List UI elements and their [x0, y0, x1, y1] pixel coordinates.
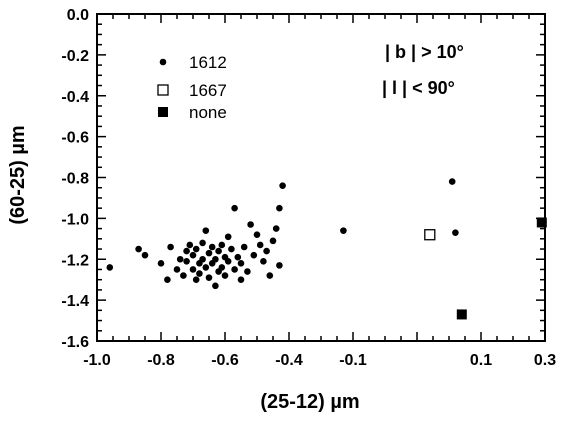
x-axis-label: (25-12) µm: [260, 391, 359, 413]
x-tick-label: -0.8: [147, 352, 175, 369]
x-tick-label: -0.4: [275, 352, 303, 369]
point-1612: [269, 237, 277, 245]
legend-marker-1612: [159, 58, 167, 66]
point-1612: [256, 241, 264, 249]
legend-marker-none: [158, 107, 168, 117]
y-axis-label: (60-25) µm: [7, 125, 29, 224]
point-1612: [276, 204, 283, 212]
y-tick-label: -0.4: [61, 89, 89, 106]
y-tick-label: -1.6: [61, 334, 89, 351]
point-1612: [208, 243, 216, 251]
point-1612: [224, 257, 232, 265]
x-tick-label: -0.1: [339, 352, 367, 369]
point-1612: [452, 229, 459, 236]
point-1612: [340, 227, 347, 234]
point-1612: [196, 270, 203, 277]
point-1612: [231, 204, 238, 212]
point-1612: [173, 266, 181, 273]
point-1612: [180, 272, 187, 279]
point-1612: [237, 276, 245, 283]
point-1612: [164, 276, 171, 283]
point-1612: [237, 260, 245, 267]
data-points: [106, 178, 547, 320]
point-1612: [212, 255, 219, 263]
point-1612: [199, 239, 206, 247]
point-1612: [221, 272, 229, 279]
legend-label-none: none: [189, 103, 227, 122]
point-1612: [205, 249, 213, 257]
y-axis-ticks: 0.0 -0.2 -0.4 -0.6 -0.8 -1.0 -1.2 -1.4 -1.6: [61, 7, 545, 351]
point-1612: [205, 274, 213, 281]
point-1612: [189, 266, 197, 273]
x-tick-label: -1.0: [83, 352, 111, 369]
point-1612: [234, 253, 242, 261]
point-1612: [202, 264, 210, 271]
point-1612: [244, 268, 251, 275]
point-1612: [253, 231, 261, 239]
y-tick-label: -1.2: [61, 252, 89, 269]
y-tick-label: -0.6: [61, 130, 89, 147]
point-1612: [231, 266, 238, 273]
point-1612: [228, 245, 235, 253]
legend-label-1667: 1667: [189, 81, 227, 100]
legend: 1612 1667 none: [157, 53, 227, 122]
point-1612: [218, 241, 226, 249]
point-1612: [183, 247, 190, 255]
x-tick-label: 0.3: [534, 352, 556, 369]
point-1612: [266, 272, 274, 279]
point-1612: [186, 241, 194, 249]
point-1612: [276, 262, 283, 269]
point-1612: [260, 257, 267, 265]
y-tick-label: -0.8: [61, 171, 89, 188]
y-tick-label: -0.2: [61, 48, 89, 65]
x-tick-label: -0.6: [211, 352, 239, 369]
point-1612: [448, 178, 456, 185]
point-1612: [240, 243, 248, 251]
point-1612: [141, 251, 149, 259]
point-1612: [183, 257, 190, 265]
point-1612: [167, 243, 174, 251]
point-1612: [279, 182, 286, 189]
point-1612: [212, 282, 219, 290]
point-1612: [199, 255, 206, 263]
point-1667: [424, 229, 436, 241]
point-1612: [250, 251, 258, 259]
point-none: [456, 309, 467, 320]
point-1612: [157, 260, 165, 267]
point-1612: [272, 225, 280, 232]
legend-label-1612: 1612: [189, 53, 227, 72]
point-1612: [135, 245, 142, 253]
point-1612: [189, 251, 197, 259]
point-1612: [218, 264, 226, 271]
y-tick-label: -1.0: [61, 211, 89, 228]
x-tick-label: 0.1: [470, 352, 492, 369]
point-none: [536, 217, 547, 228]
legend-marker-1667: [157, 84, 169, 96]
point-1612: [106, 264, 114, 271]
point-1612: [202, 227, 210, 234]
point-1612: [192, 245, 200, 253]
x-axis-ticks: -1.0 -0.8 -0.6 -0.4 -0.1 0.1 0.3: [83, 14, 556, 369]
point-1612: [247, 221, 254, 228]
point-1612: [224, 233, 232, 241]
y-tick-label: 0.0: [67, 7, 89, 24]
annotation-b-latitude: | b | > 10°: [385, 42, 464, 62]
point-1612: [192, 276, 200, 283]
point-1612: [263, 247, 270, 255]
annotation-l-longitude: | l | < 90°: [382, 78, 455, 98]
y-tick-label: -1.4: [61, 293, 89, 310]
point-1612: [215, 247, 222, 255]
point-1612: [176, 255, 184, 263]
